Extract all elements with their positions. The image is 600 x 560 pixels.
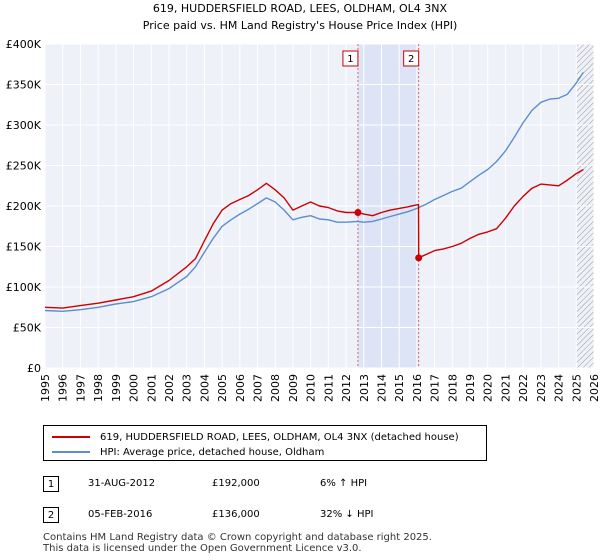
x-tick-label: 2012: [340, 374, 353, 402]
annotation-row: 2 05-FEB-2016 £136,000 32% ↓ HPI: [43, 507, 563, 527]
annotation-hpi-diff: 32% ↓ HPI: [320, 509, 374, 520]
y-tick-label: £300K: [6, 119, 42, 132]
x-tick-label: 2010: [305, 374, 318, 402]
legend-label-hpi: HPI: Average price, detached house, Oldh…: [100, 446, 325, 458]
x-tick-label: 2014: [375, 374, 388, 402]
x-tick-label: 2004: [198, 374, 211, 402]
x-tick-label: 2022: [517, 374, 530, 402]
annotation-price: £136,000: [212, 509, 260, 520]
price-chart: 619, HUDDERSFIELD ROAD, LEES, OLDHAM, OL…: [6, 2, 600, 402]
annotation-price: £192,000: [212, 478, 260, 489]
x-tick-label: 2018: [446, 374, 459, 402]
y-tick-label: £400K: [6, 38, 42, 51]
legend-swatch-property: [52, 436, 90, 438]
y-tick-label: £100K: [6, 281, 42, 294]
x-tick-label: 2021: [499, 374, 512, 402]
x-tick-label: 2019: [464, 374, 477, 402]
x-tick-label: 2017: [429, 374, 442, 402]
y-tick-label: £350K: [6, 79, 42, 92]
chart-title: 619, HUDDERSFIELD ROAD, LEES, OLDHAM, OL…: [153, 2, 448, 15]
x-tick-label: 1998: [92, 374, 105, 402]
x-tick-label: 1996: [57, 374, 70, 402]
sale-label-text: 1: [347, 54, 353, 65]
x-tick-label: 2026: [588, 374, 600, 402]
y-tick-label: £200K: [6, 200, 42, 213]
annotation-row: 1 31-AUG-2012 £192,000 6% ↑ HPI: [43, 476, 563, 496]
y-tick-label: £50K: [13, 322, 42, 335]
legend-item-hpi: HPI: Average price, detached house, Oldh…: [52, 445, 324, 459]
x-tick-label: 2024: [553, 374, 566, 402]
x-tick-label: 2013: [358, 374, 371, 402]
x-tick-label: 2008: [269, 374, 282, 402]
x-tick-label: 1995: [39, 374, 52, 402]
x-tick-label: 2006: [234, 374, 247, 402]
y-tick-label: £250K: [6, 160, 42, 173]
y-tick-label: £0: [27, 362, 41, 375]
sale-label-text: 2: [408, 54, 414, 65]
x-tick-label: 2011: [322, 374, 335, 402]
sale-label-box: [403, 50, 420, 67]
legend-item-property: 619, HUDDERSFIELD ROAD, LEES, OLDHAM, OL…: [52, 430, 459, 444]
annotation-marker-box: 2: [43, 507, 59, 523]
x-tick-label: 2009: [287, 374, 300, 402]
footer-line-2: This data is licensed under the Open Gov…: [43, 543, 362, 554]
x-tick-label: 1997: [74, 374, 87, 402]
annotation-hpi-diff: 6% ↑ HPI: [320, 478, 368, 489]
x-tick-label: 2003: [181, 374, 194, 402]
annotation-marker-box: 1: [43, 476, 59, 492]
sale-label-box: [342, 50, 359, 67]
chart-subtitle: Price paid vs. HM Land Registry's House …: [143, 19, 458, 32]
x-tick-label: 2007: [252, 374, 265, 402]
sale-point: [354, 208, 362, 216]
sale-point: [415, 254, 423, 262]
x-tick-label: 2016: [411, 374, 424, 402]
legend-label-property: 619, HUDDERSFIELD ROAD, LEES, OLDHAM, OL…: [100, 431, 459, 443]
x-tick-label: 2002: [163, 374, 176, 402]
hpi-line: [44, 72, 584, 312]
x-tick-label: 2005: [216, 374, 229, 402]
x-tick-label: 2020: [482, 374, 495, 402]
x-tick-label: 2000: [128, 374, 141, 402]
annotation-date: 05-FEB-2016: [88, 509, 153, 520]
x-tick-label: 2025: [570, 374, 583, 402]
x-tick-label: 2001: [145, 374, 158, 402]
x-tick-label: 2023: [535, 374, 548, 402]
legend-swatch-hpi: [52, 451, 90, 453]
footer: Contains HM Land Registry data © Crown c…: [43, 532, 432, 554]
x-tick-label: 1999: [110, 374, 123, 402]
legend: 619, HUDDERSFIELD ROAD, LEES, OLDHAM, OL…: [43, 425, 487, 461]
x-tick-label: 2015: [393, 374, 406, 402]
footer-line-1: Contains HM Land Registry data © Crown c…: [43, 532, 432, 543]
annotation-date: 31-AUG-2012: [88, 478, 156, 489]
y-tick-label: £150K: [6, 241, 42, 254]
